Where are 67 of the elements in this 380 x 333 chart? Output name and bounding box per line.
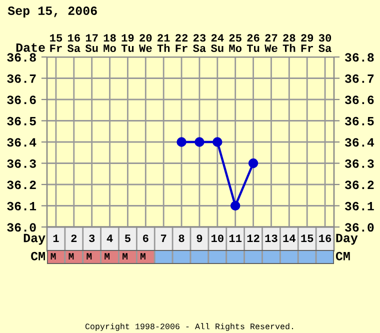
y-tick-label: 36.2 bbox=[7, 180, 36, 190]
x2-tick-label: 29 Fr bbox=[301, 34, 314, 52]
y-tick-label: 36.1 bbox=[7, 202, 36, 210]
y2-tick-label: 36.5 bbox=[344, 116, 374, 126]
x-tick-label: 13 bbox=[265, 234, 278, 242]
text: Day bbox=[336, 234, 358, 245]
text: Copyright 1998-2006 - All Rights Reserved. bbox=[85, 323, 293, 331]
y-tick-label: 36.5 bbox=[7, 116, 36, 126]
category-label: M bbox=[104, 253, 110, 260]
x-tick-label: 6 bbox=[143, 234, 148, 242]
x-tick-label: 9 bbox=[196, 234, 202, 242]
x2-tick-label: 19 Tu bbox=[121, 34, 134, 52]
x2-tick-label: 28 Th bbox=[282, 34, 296, 52]
y2-tick-label: 36.7 bbox=[344, 74, 374, 83]
x-tick-label: 10 bbox=[211, 234, 224, 242]
x2-tick-label: 18 Mo bbox=[104, 34, 116, 52]
category-label: M bbox=[68, 253, 74, 260]
x2-tick-label: 22 Fr bbox=[176, 34, 188, 52]
y2-tick-label: 36.4 bbox=[344, 138, 374, 147]
x-tick-label: 7 bbox=[160, 234, 166, 242]
y2-tick-label: 36.6 bbox=[344, 96, 374, 104]
point bbox=[230, 200, 240, 211]
y-tick-label: 36.8 bbox=[7, 53, 36, 62]
category-label: M bbox=[50, 253, 56, 260]
y-tick-label: 36.6 bbox=[7, 96, 36, 104]
point bbox=[176, 137, 186, 147]
text: CM bbox=[31, 252, 45, 260]
point bbox=[248, 158, 258, 168]
y-tick-label: 36.4 bbox=[7, 138, 36, 147]
x2-tick-label: 23 Sa bbox=[193, 34, 206, 52]
category-label: M bbox=[86, 253, 92, 260]
x2-tick-label: 15 Fr bbox=[50, 34, 62, 52]
y2-tick-label: 36.1 bbox=[344, 202, 374, 210]
x2-axis-title: Date bbox=[16, 43, 45, 52]
x-tick-label: 11 bbox=[229, 234, 242, 242]
x2-tick-label: 30 Sa bbox=[318, 34, 332, 52]
x2-tick-label: 17 Su bbox=[85, 34, 98, 52]
chart-title: Sep 15, 2006 bbox=[8, 6, 97, 18]
x-tick-label: 3 bbox=[89, 234, 95, 242]
x2-tick-label: 16 Sa bbox=[67, 34, 80, 52]
x-tick-label: 8 bbox=[178, 234, 184, 242]
x-tick-label: 16 bbox=[319, 234, 332, 242]
y-tick-label: 36.7 bbox=[7, 74, 36, 83]
x2-tick-label: 26 Tu bbox=[246, 34, 260, 52]
y2-tick-label: 36.0 bbox=[344, 223, 374, 232]
y2-tick-label: 36.3 bbox=[344, 159, 374, 168]
x2-tick-label: 25 Mo bbox=[229, 34, 242, 52]
x2-tick-label: 20 We bbox=[138, 34, 152, 52]
text: CM bbox=[336, 252, 350, 260]
point bbox=[194, 137, 204, 147]
x-tick-label: 1 bbox=[53, 234, 59, 242]
point bbox=[212, 137, 222, 147]
x-tick-label: 14 bbox=[283, 234, 296, 242]
x2-tick-label: 24 Su bbox=[210, 34, 224, 52]
x2-tick-label: 21 Th bbox=[157, 34, 170, 52]
x-tick-label: 4 bbox=[106, 234, 113, 242]
y-tick-label: 36.3 bbox=[7, 159, 36, 168]
x-tick-label: 5 bbox=[124, 234, 130, 242]
y2-tick-label: 36.8 bbox=[344, 53, 374, 62]
x-tick-label: 2 bbox=[71, 234, 77, 242]
y-tick-label: 36.0 bbox=[7, 223, 36, 232]
y2-tick-label: 36.2 bbox=[344, 180, 374, 190]
x-tick-label: 15 bbox=[301, 234, 314, 242]
x2-tick-label: 27 We bbox=[264, 34, 278, 52]
x-axis-title: Day bbox=[24, 234, 46, 245]
x-tick-label: 12 bbox=[247, 234, 260, 242]
category-label: M bbox=[122, 253, 128, 260]
